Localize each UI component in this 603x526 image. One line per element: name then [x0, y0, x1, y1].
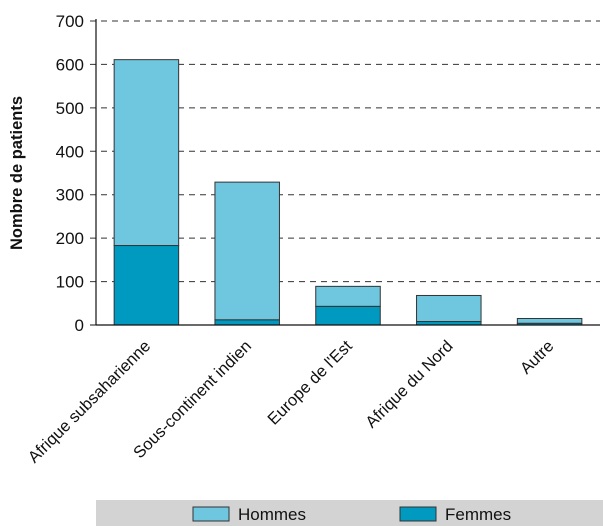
y-tick-label-600: 600 — [56, 55, 84, 74]
x-tick-label-sous-continent-indien: Sous-continent indien — [130, 337, 255, 462]
x-tick-label-afrique-du-nord: Afrique du Nord — [362, 337, 456, 431]
y-axis-title: Nombre de patients — [8, 96, 26, 250]
gridlines — [90, 20, 600, 326]
legend-label-hommes: Hommes — [238, 505, 306, 524]
legend: Hommes Femmes — [96, 500, 603, 526]
legend-background — [96, 500, 603, 526]
legend-label-femmes: Femmes — [445, 505, 511, 524]
y-tick-label-300: 300 — [56, 186, 84, 205]
y-tick-label-400: 400 — [56, 142, 84, 161]
y-tick-label-0: 0 — [75, 316, 84, 335]
legend-swatch-femmes — [399, 506, 437, 522]
x-tick-label-europe-de-l-est: Europe de l'Est — [264, 337, 356, 429]
legend-swatch-hommes — [192, 506, 230, 522]
bar-europe-de-l-est-femmes — [315, 305, 381, 326]
bar-europe-de-l-est-hommes — [315, 285, 381, 307]
y-tick-label-500: 500 — [56, 99, 84, 118]
y-tick-labels: 0 100 200 300 400 500 600 700 — [56, 12, 84, 335]
x-tick-label-autre: Autre — [517, 337, 558, 378]
y-tick-label-700: 700 — [56, 12, 84, 31]
y-tick-label-100: 100 — [56, 273, 84, 292]
bar-autre-hommes — [516, 317, 583, 324]
bar-afrique-subsaharienne-hommes — [113, 59, 180, 247]
bar-afrique-subsaharienne-femmes — [113, 245, 180, 326]
y-tick-label-200: 200 — [56, 229, 84, 248]
bar-afrique-du-nord-hommes — [416, 294, 482, 323]
axes — [95, 19, 600, 326]
bars — [113, 59, 583, 326]
bar-sous-continent-indien-femmes — [214, 319, 280, 326]
bar-sous-continent-indien-hommes — [214, 181, 280, 321]
